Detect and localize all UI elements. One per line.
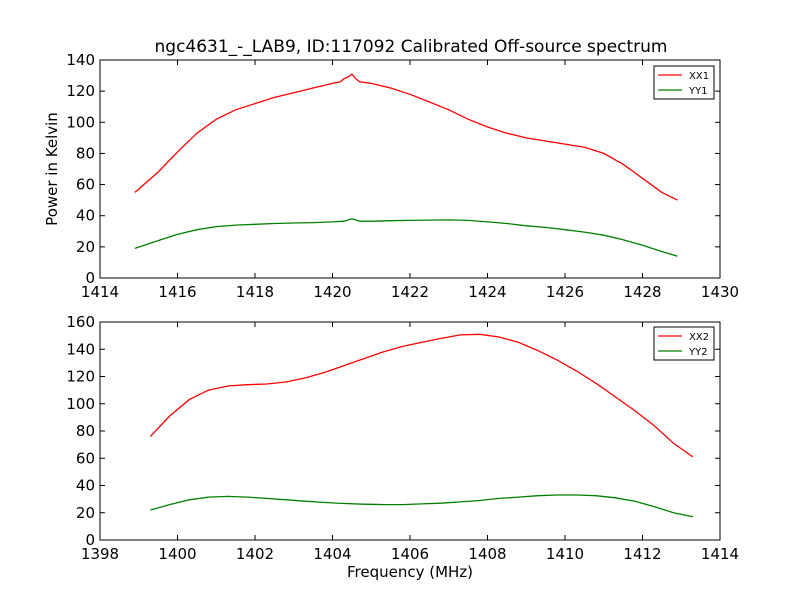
chart-title: ngc4631_-_LAB9, ID:117092 Calibrated Off… bbox=[155, 37, 668, 57]
bottom-subplot: 1398 1400 1402 1404 1406 1408 1410 1412 1414 0 20 4… bbox=[66, 313, 739, 581]
x-tick-label: 1404 bbox=[313, 545, 351, 563]
x-tick-label: 1400 bbox=[158, 545, 196, 563]
series-line-xx2 bbox=[149, 333, 694, 458]
legend-box bbox=[653, 326, 715, 361]
x-tick-label: 1402 bbox=[236, 545, 274, 563]
x-tick-label: 1430 bbox=[701, 283, 739, 301]
x-tick-label: 1414 bbox=[81, 283, 119, 301]
legend-box bbox=[653, 65, 715, 100]
x-tick-label: 1424 bbox=[468, 283, 506, 301]
y-tick-label: 60 bbox=[76, 449, 95, 467]
y-axis-label: Power in Kelvin bbox=[43, 112, 61, 226]
x-tick-label: 1420 bbox=[313, 283, 351, 301]
top-subplot: 1414 1416 1418 1420 1422 1424 1426 1428 1430 0 20 4… bbox=[43, 51, 739, 301]
y-tick-label: 140 bbox=[66, 51, 95, 69]
y-tick-label: 100 bbox=[66, 113, 95, 131]
legend-label: XX2 bbox=[689, 332, 709, 343]
series-line-yy2 bbox=[150, 494, 694, 518]
axes-frame bbox=[99, 321, 721, 541]
x-tick-label: 1428 bbox=[623, 283, 661, 301]
x-tick-label: 1398 bbox=[81, 545, 119, 563]
legend-label: YY1 bbox=[688, 86, 708, 97]
y-tick-label: 120 bbox=[66, 368, 95, 386]
y-tick-label: 120 bbox=[66, 82, 95, 100]
y-tick-label: 0 bbox=[85, 531, 95, 549]
x-tick-label: 1408 bbox=[468, 545, 506, 563]
series-line-xx1 bbox=[134, 73, 678, 201]
x-tick-label: 1412 bbox=[623, 545, 661, 563]
x-tick-label: 1414 bbox=[701, 545, 739, 563]
x-tick-label: 1416 bbox=[158, 283, 196, 301]
y-tick-label: 20 bbox=[76, 504, 95, 522]
y-tick-label: 0 bbox=[85, 269, 95, 287]
x-tick-label: 1418 bbox=[236, 283, 274, 301]
y-tick-label: 40 bbox=[76, 207, 95, 225]
y-tick-label: 160 bbox=[66, 313, 95, 331]
x-tick-label: 1410 bbox=[546, 545, 584, 563]
y-tick-label: 20 bbox=[76, 238, 95, 256]
x-tick-label: 1406 bbox=[391, 545, 429, 563]
y-tick-label: 80 bbox=[76, 422, 95, 440]
x-tick-label: 1422 bbox=[391, 283, 429, 301]
y-tick-label: 80 bbox=[76, 144, 95, 162]
x-axis-label: Frequency (MHz) bbox=[347, 563, 473, 581]
series-line-yy1 bbox=[134, 218, 678, 257]
y-tick-label: 40 bbox=[76, 477, 95, 495]
axes-frame bbox=[99, 59, 721, 279]
legend-label: YY2 bbox=[688, 347, 708, 358]
y-tick-label: 140 bbox=[66, 340, 95, 358]
legend-label: XX1 bbox=[689, 71, 709, 82]
x-tick-label: 1426 bbox=[546, 283, 584, 301]
y-tick-label: 100 bbox=[66, 395, 95, 413]
y-tick-label: 60 bbox=[76, 176, 95, 194]
